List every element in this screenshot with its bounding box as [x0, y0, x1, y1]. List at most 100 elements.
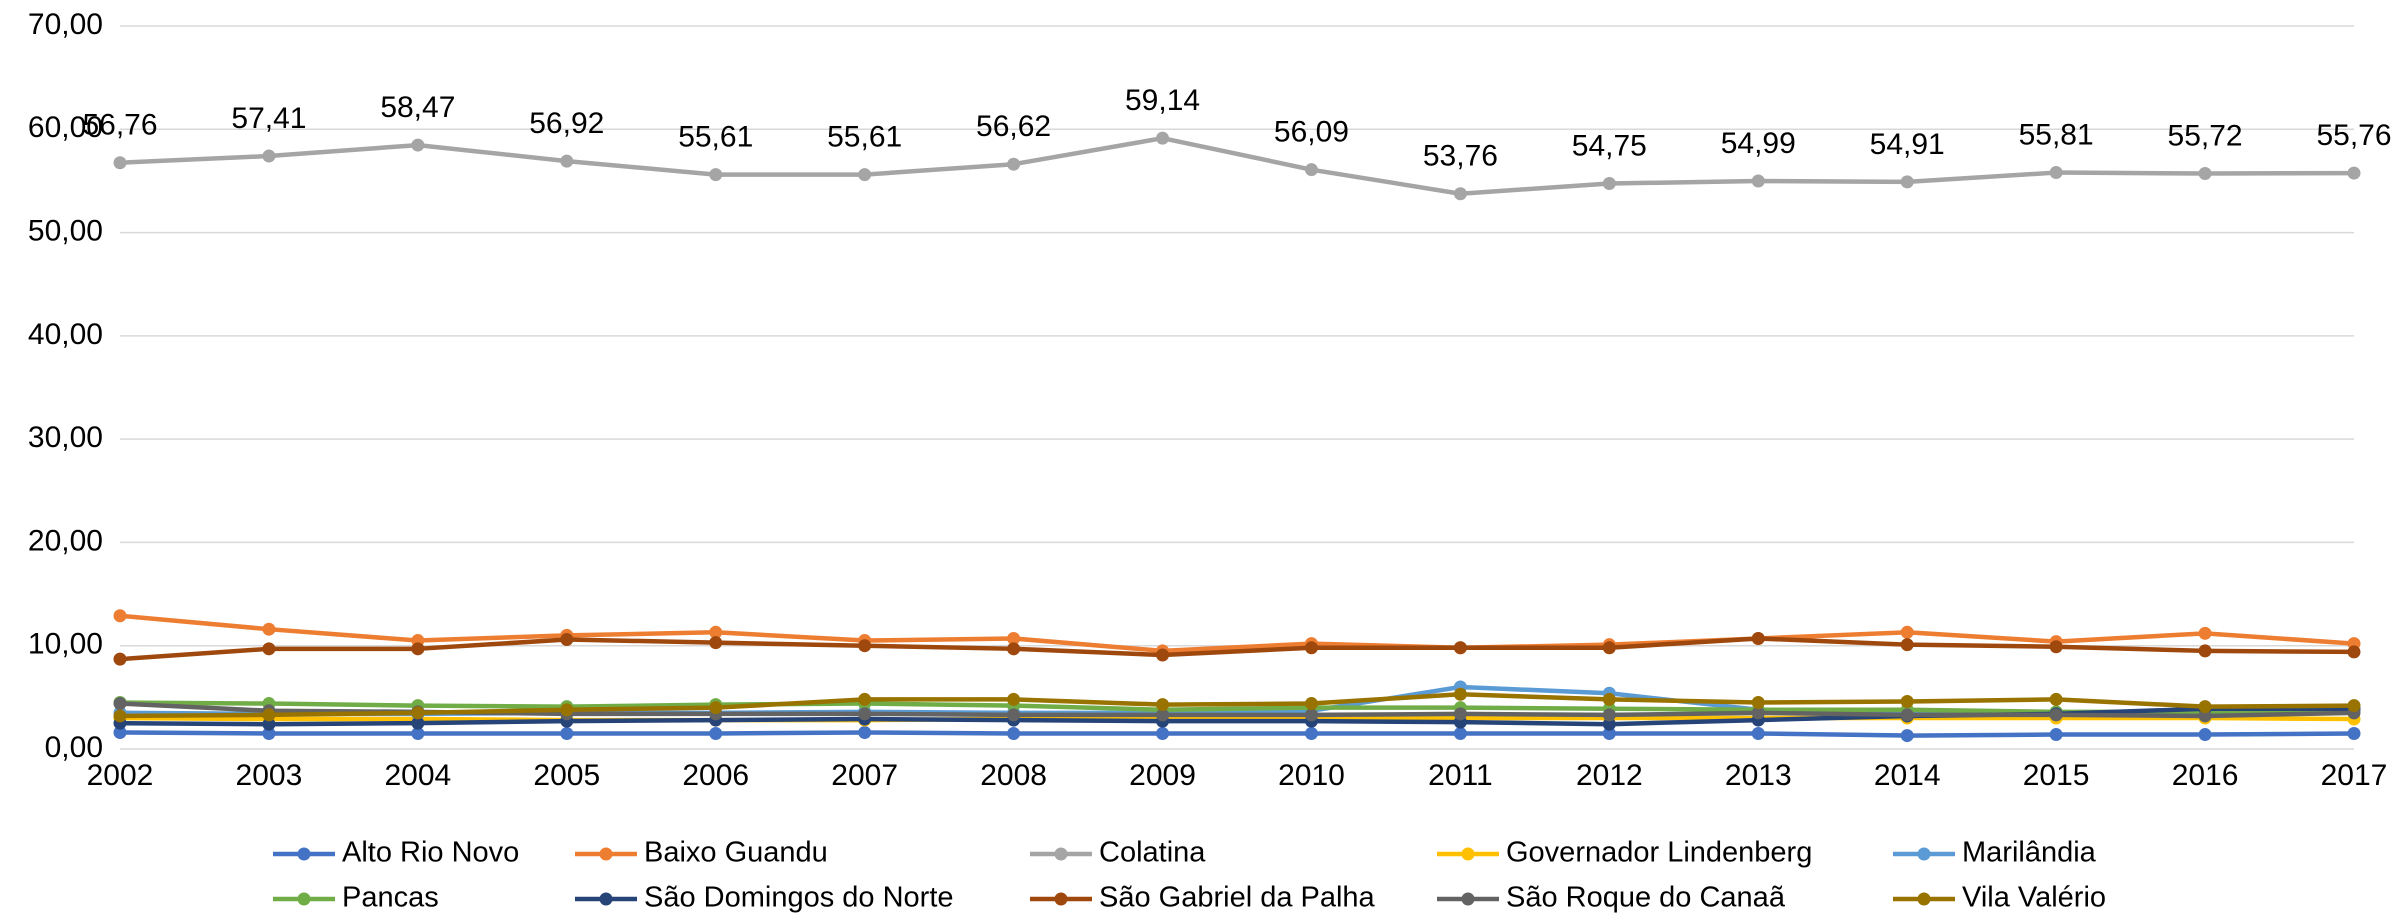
- series-line: [119, 613, 2355, 654]
- y-tick-label: 10,00: [28, 628, 103, 661]
- legend-marker: [1917, 847, 1931, 861]
- data-point: [1007, 708, 1021, 722]
- x-tick-label: 2008: [980, 759, 1047, 792]
- data-point: [1751, 631, 1765, 645]
- data-point: [1900, 625, 1914, 639]
- legend-marker: [1917, 892, 1931, 906]
- data-point: [2347, 727, 2361, 741]
- data-point: [1602, 717, 1616, 731]
- data-point: [113, 156, 127, 170]
- legend-marker: [599, 847, 613, 861]
- series-line: [119, 636, 2355, 662]
- legend-marker: [297, 892, 311, 906]
- data-point: [262, 622, 276, 636]
- x-tick-label: 2002: [87, 759, 154, 792]
- y-tick-label: 20,00: [28, 524, 103, 557]
- data-point: [2347, 699, 2361, 713]
- data-point: [1900, 638, 1914, 652]
- legend-label: Marilândia: [1962, 837, 2097, 869]
- data-point: [2049, 708, 2063, 722]
- data-label: 55,72: [2168, 119, 2243, 152]
- x-tick-label: 2014: [1874, 759, 1941, 792]
- data-point: [1453, 687, 1467, 701]
- x-tick-label: 2007: [831, 759, 898, 792]
- data-label: 59,14: [1125, 84, 1200, 117]
- data-point: [1304, 708, 1318, 722]
- data-point: [1304, 727, 1318, 741]
- data-point: [113, 725, 127, 739]
- data-point: [1156, 708, 1170, 722]
- legend-marker: [1461, 847, 1475, 861]
- data-label: 54,75: [1572, 129, 1647, 162]
- data-point: [2049, 640, 2063, 654]
- data-label: 57,41: [231, 102, 306, 135]
- data-point: [858, 168, 872, 182]
- legend-label: Governador Lindenberg: [1506, 837, 1812, 869]
- data-point: [262, 708, 276, 722]
- data-label: 53,76: [1423, 140, 1498, 173]
- data-point: [1453, 187, 1467, 201]
- y-tick-label: 70,00: [28, 8, 103, 41]
- data-point: [1900, 175, 1914, 189]
- data-point: [1602, 177, 1616, 191]
- data-point: [709, 168, 723, 182]
- data-point: [2049, 692, 2063, 706]
- data-point: [560, 703, 574, 717]
- legend-label: Colatina: [1099, 837, 1206, 869]
- data-point: [262, 642, 276, 656]
- data-point: [113, 697, 127, 711]
- data-point: [2198, 626, 2212, 640]
- data-point: [2049, 166, 2063, 180]
- data-label: 55,61: [678, 121, 753, 154]
- data-point: [1007, 157, 1021, 171]
- data-label: 56,76: [82, 109, 157, 142]
- legend-marker: [297, 847, 311, 861]
- legend-marker: [1054, 847, 1068, 861]
- data-point: [1304, 163, 1318, 177]
- data-point: [709, 625, 723, 639]
- y-tick-label: 50,00: [28, 214, 103, 247]
- data-label: 55,61: [827, 121, 902, 154]
- data-point: [858, 639, 872, 653]
- data-point: [1453, 641, 1467, 655]
- data-point: [1602, 692, 1616, 706]
- data-point: [1304, 641, 1318, 655]
- legend-marker: [1054, 892, 1068, 906]
- y-tick-label: 40,00: [28, 318, 103, 351]
- data-point: [560, 633, 574, 647]
- data-point: [1156, 648, 1170, 662]
- series-line: [119, 730, 2355, 738]
- data-point: [858, 725, 872, 739]
- data-label: 54,91: [1870, 128, 1945, 161]
- data-point: [1602, 708, 1616, 722]
- data-point: [411, 138, 425, 152]
- legend-label: São Roque do Canaã: [1506, 882, 1786, 914]
- data-point: [1007, 631, 1021, 645]
- series-line: [119, 700, 2355, 715]
- data-point: [1751, 174, 1765, 188]
- data-label: 56,92: [529, 107, 604, 140]
- x-tick-label: 2011: [1428, 759, 1493, 792]
- legend-marker: [599, 892, 613, 906]
- data-point: [411, 716, 425, 730]
- data-point: [113, 709, 127, 723]
- data-point: [1156, 131, 1170, 145]
- legend-label: São Domingos do Norte: [644, 882, 954, 914]
- data-point: [2198, 644, 2212, 658]
- data-point: [2049, 728, 2063, 742]
- y-tick-label: 30,00: [28, 421, 103, 454]
- legend-label: Pancas: [342, 882, 439, 914]
- data-point: [858, 707, 872, 721]
- data-point: [1751, 706, 1765, 720]
- x-tick-label: 2012: [1576, 759, 1643, 792]
- data-point: [1900, 694, 1914, 708]
- data-point: [2198, 728, 2212, 742]
- data-label: 54,99: [1721, 127, 1796, 160]
- data-point: [709, 727, 723, 741]
- data-point: [2198, 700, 2212, 714]
- data-point: [262, 149, 276, 163]
- data-point: [2347, 645, 2361, 659]
- x-tick-label: 2005: [533, 759, 600, 792]
- series-line: [119, 692, 2355, 719]
